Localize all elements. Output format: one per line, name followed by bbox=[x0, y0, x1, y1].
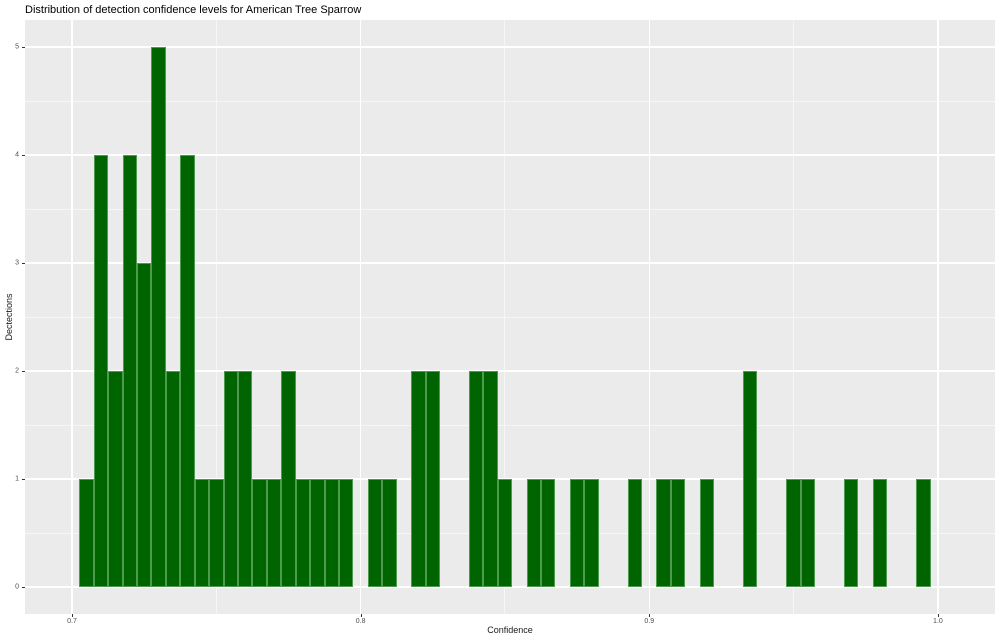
histogram-bar bbox=[541, 479, 556, 587]
histogram-bar bbox=[425, 371, 440, 587]
histogram-bar bbox=[194, 479, 210, 587]
histogram-bar bbox=[252, 479, 267, 587]
x-tick-mark bbox=[72, 614, 74, 617]
histogram-bar bbox=[468, 371, 484, 587]
histogram-bar bbox=[151, 47, 166, 587]
histogram-bar bbox=[209, 479, 224, 587]
x-major-gridline bbox=[359, 20, 362, 614]
histogram-bar bbox=[165, 371, 181, 587]
chart-title: Distribution of detection confidence lev… bbox=[25, 4, 362, 16]
histogram-bar bbox=[411, 371, 426, 587]
histogram-bar bbox=[699, 479, 715, 587]
histogram-bar bbox=[786, 479, 801, 587]
plot-panel bbox=[25, 20, 995, 614]
y-major-gridline bbox=[25, 154, 995, 156]
histogram-bar bbox=[281, 371, 296, 587]
histogram-bar bbox=[339, 479, 354, 587]
x-major-gridline bbox=[648, 20, 650, 614]
y-major-gridline bbox=[25, 262, 995, 264]
y-tick-label: 2 bbox=[15, 367, 19, 375]
histogram-bar bbox=[180, 155, 195, 587]
x-tick-mark bbox=[649, 614, 651, 617]
histogram-bar bbox=[93, 155, 109, 587]
x-tick-mark bbox=[360, 614, 362, 617]
y-tick-mark bbox=[22, 479, 25, 480]
x-tick-mark bbox=[937, 614, 939, 617]
x-tick-label: 0.9 bbox=[644, 618, 655, 625]
histogram-bar bbox=[310, 479, 325, 587]
y-major-gridline bbox=[25, 586, 995, 588]
x-minor-gridline bbox=[793, 20, 795, 614]
histogram-bar bbox=[844, 479, 859, 587]
histogram-bar bbox=[526, 479, 542, 587]
histogram-bar bbox=[136, 263, 152, 587]
x-major-gridline bbox=[937, 20, 939, 614]
y-tick-mark bbox=[22, 155, 25, 156]
histogram-bar bbox=[108, 371, 123, 587]
y-tick-label: 5 bbox=[15, 43, 19, 51]
histogram-bar bbox=[122, 155, 137, 587]
x-major-gridline bbox=[71, 20, 73, 614]
histogram-bar bbox=[324, 479, 339, 587]
y-tick-mark bbox=[22, 47, 25, 48]
histogram-bar bbox=[800, 479, 816, 587]
y-tick-mark bbox=[22, 587, 25, 588]
y-tick-label: 3 bbox=[15, 259, 19, 267]
y-minor-gridline bbox=[25, 100, 995, 102]
histogram-bar bbox=[483, 371, 498, 587]
y-minor-gridline bbox=[25, 424, 995, 426]
histogram-bar bbox=[656, 479, 671, 587]
histogram-bar bbox=[916, 479, 931, 587]
histogram-bar bbox=[569, 479, 585, 587]
histogram-bar bbox=[367, 479, 383, 587]
y-tick-mark bbox=[22, 263, 25, 264]
histogram-bar bbox=[237, 371, 253, 587]
histogram-bar bbox=[670, 479, 686, 587]
histogram-bar bbox=[295, 479, 311, 587]
y-tick-label: 1 bbox=[15, 475, 19, 483]
y-major-gridline bbox=[25, 46, 995, 48]
histogram-bar bbox=[743, 371, 758, 587]
x-minor-gridline bbox=[215, 20, 217, 614]
y-tick-mark bbox=[22, 371, 25, 372]
y-minor-gridline bbox=[25, 208, 995, 210]
y-tick-label: 0 bbox=[15, 583, 19, 591]
x-tick-label: 1.0 bbox=[932, 618, 943, 625]
histogram-bar bbox=[497, 479, 513, 587]
x-tick-label: 0.7 bbox=[67, 618, 77, 625]
histogram-bar bbox=[79, 479, 94, 587]
histogram-bar bbox=[584, 479, 599, 587]
y-axis-label: Dectections bbox=[4, 293, 14, 341]
histogram-bar bbox=[382, 479, 397, 587]
histogram-bar bbox=[223, 371, 238, 587]
histogram-bar bbox=[266, 479, 282, 587]
y-minor-gridline bbox=[25, 316, 995, 318]
histogram-bar bbox=[872, 479, 888, 587]
histogram-bar bbox=[627, 479, 643, 587]
y-major-gridline bbox=[25, 370, 995, 372]
x-minor-gridline bbox=[504, 20, 506, 614]
y-tick-label: 4 bbox=[15, 151, 19, 159]
x-axis-label: Confidence bbox=[487, 625, 533, 635]
x-tick-label: 0.8 bbox=[355, 618, 366, 625]
